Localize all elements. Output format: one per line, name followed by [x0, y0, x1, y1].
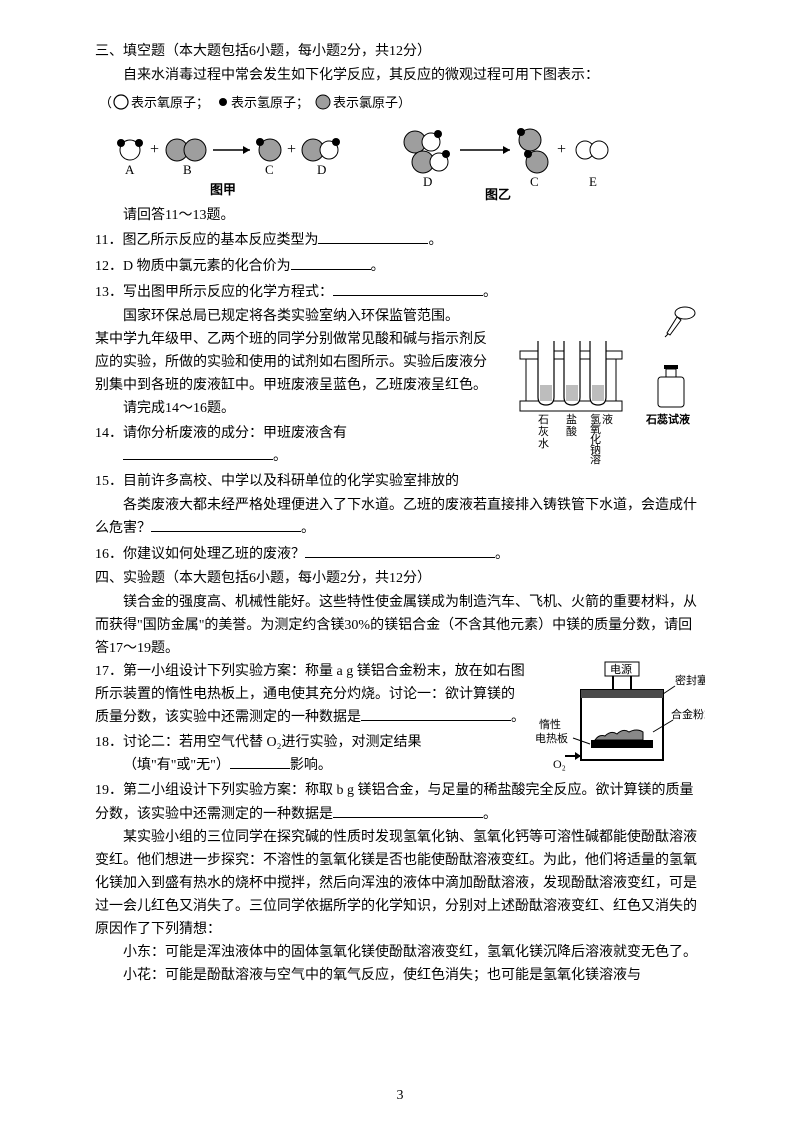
- section3-title: 三、填空题（本大题包括6小题，每小题2分，共12分）: [95, 40, 705, 64]
- svg-text:惰性: 惰性: [539, 717, 561, 731]
- q12: 12．D 物质中氯元素的化合价为。: [95, 255, 705, 279]
- page-number: 3: [0, 1084, 800, 1108]
- svg-text:水: 水: [538, 437, 549, 450]
- svg-text:图乙: 图乙: [485, 187, 511, 202]
- q13-blank: [333, 282, 483, 296]
- q18b: （填"有"或"无"）: [123, 758, 230, 773]
- env-line1: 国家环保总局已规定将各类实验室纳入环保监管范围。: [95, 305, 500, 328]
- q18: 18．讨论二：若用空气代替 O₂进行实验，对测定结果: [95, 731, 525, 754]
- reaction-diagram: + + A B C D 图甲: [95, 114, 705, 204]
- q16-text: 16．你建议如何处理乙班的废液？: [95, 547, 305, 562]
- q19-blank: [333, 804, 483, 818]
- svg-text:C: C: [265, 162, 274, 177]
- svg-text:+: +: [287, 141, 296, 158]
- svg-text:液: 液: [602, 412, 613, 426]
- env-line2: 某中学九年级甲、乙两个班的同学分别做常见酸和碱与指示剂反应的实验，所做的实验和使…: [95, 328, 500, 397]
- svg-text:C: C: [530, 174, 539, 189]
- q11-blank: [318, 230, 428, 244]
- legend-svg: （ 表示氧原子； 表示氢原子； 表示氯原子）: [95, 92, 455, 114]
- q12-text: 12．D 物质中氯元素的化合价为: [95, 259, 291, 274]
- q15b-line: 各类废液大都未经严格处理便进入了下水道。乙班的废液若直接排入铸铁管下水道，会造成…: [95, 494, 705, 542]
- svg-text:密封塞: 密封塞: [675, 673, 705, 687]
- svg-text:E: E: [589, 174, 597, 189]
- q14: 14．请你分析废液的成分：甲班废液含有: [95, 422, 500, 445]
- svg-text:灰: 灰: [538, 424, 549, 438]
- svg-text:石: 石: [538, 414, 549, 426]
- svg-text:溶: 溶: [590, 452, 601, 465]
- q12-blank: [291, 256, 371, 270]
- lead-14-16: 请完成14～16题。: [95, 397, 500, 420]
- svg-text:石蕊试液: 石蕊试液: [645, 412, 691, 426]
- section4-title: 四、实验题（本大题包括6小题，每小题2分，共12分）: [95, 567, 705, 591]
- q15-blank: [151, 518, 301, 532]
- svg-text:电热板: 电热板: [535, 731, 568, 745]
- svg-text:+: +: [150, 141, 159, 158]
- q18a: 18．讨论二：若用空气代替 O₂进行实验，对测定结果: [95, 735, 422, 750]
- rack-diagram: 石灰水 盐酸 氢氧化钠溶 液 石蕊试液: [510, 305, 705, 465]
- device-diagram: 电源 密封塞 合金粉末 O₂ 惰性 电热板: [535, 660, 705, 775]
- svg-text:电源: 电源: [610, 662, 632, 676]
- atom-legend-wrap: （ 表示氧原子； 表示氢原子； 表示氯原子）: [95, 92, 705, 114]
- q11: 11．图乙所示反应的基本反应类型为。: [95, 229, 705, 253]
- q14-text: 14．请你分析废液的成分：甲班废液含有: [95, 426, 347, 441]
- q13: 13．写出图甲所示反应的化学方程式：。: [95, 281, 705, 305]
- svg-text:合金粉末: 合金粉末: [671, 707, 705, 721]
- svg-text:D: D: [423, 174, 432, 189]
- para1: 某实验小组的三位同学在探究碱的性质时发现氢氧化钠、氢氧化钙等可溶性碱都能使酚酞溶…: [95, 826, 705, 941]
- section4-intro: 镁合金的强度高、机械性能好。这些特性使金属镁成为制造汽车、飞机、火箭的重要材料，…: [95, 591, 705, 660]
- svg-text:表示氢原子；: 表示氢原子；: [231, 95, 309, 111]
- svg-text:盐: 盐: [566, 413, 577, 426]
- svg-text:B: B: [183, 162, 192, 177]
- q15: 15．目前许多高校、中学以及科研单位的化学实验室排放的: [95, 470, 500, 493]
- q15a: 15．目前许多高校、中学以及科研单位的化学实验室排放的: [95, 474, 459, 489]
- q18c: 影响。: [290, 758, 332, 773]
- svg-text:+: +: [557, 141, 566, 158]
- svg-text:表示氧原子；: 表示氧原子；: [131, 95, 209, 111]
- q14-blank: [123, 446, 273, 460]
- q18-blank: [230, 755, 290, 769]
- para2: 小东：可能是浑浊液体中的固体氢氧化镁使酚酞溶液变红，氢氧化镁沉降后溶液就变无色了…: [95, 941, 705, 964]
- q17-blank: [361, 707, 511, 721]
- section3-intro: 自来水消毒过程中常会发生如下化学反应，其反应的微观过程可用下图表示：: [95, 64, 705, 88]
- lead-11-13: 请回答11～13题。: [95, 204, 705, 228]
- svg-text:表示氯原子）: 表示氯原子）: [333, 95, 411, 110]
- q16: 16．你建议如何处理乙班的废液？。: [95, 543, 705, 567]
- env-block: 国家环保总局已规定将各类实验室纳入环保监管范围。 某中学九年级甲、乙两个班的同学…: [95, 305, 705, 494]
- svg-text:（: （: [99, 95, 112, 110]
- q17a: 17．第一小组设计下列实验方案：称量 a g 镁铝合金粉末，放在如右图所示装置的…: [95, 660, 525, 729]
- svg-text:D: D: [317, 162, 326, 177]
- q19: 19．第二小组设计下列实验方案：称取 b g 镁铝合金，与足量的稀盐酸完全反应。…: [95, 779, 705, 825]
- q17-block: 17．第一小组设计下列实验方案：称量 a g 镁铝合金粉末，放在如右图所示装置的…: [95, 660, 705, 777]
- q13-text: 13．写出图甲所示反应的化学方程式：: [95, 285, 333, 300]
- svg-text:O₂: O₂: [553, 757, 566, 771]
- q16-blank: [305, 544, 495, 558]
- q11-text: 11．图乙所示反应的基本反应类型为: [95, 233, 318, 248]
- svg-text:图甲: 图甲: [210, 182, 236, 197]
- para3: 小花：可能是酚酞溶液与空气中的氧气反应，使红色消失；也可能是氢氧化镁溶液与: [95, 964, 705, 987]
- svg-text:酸: 酸: [566, 424, 577, 438]
- svg-text:A: A: [125, 162, 135, 177]
